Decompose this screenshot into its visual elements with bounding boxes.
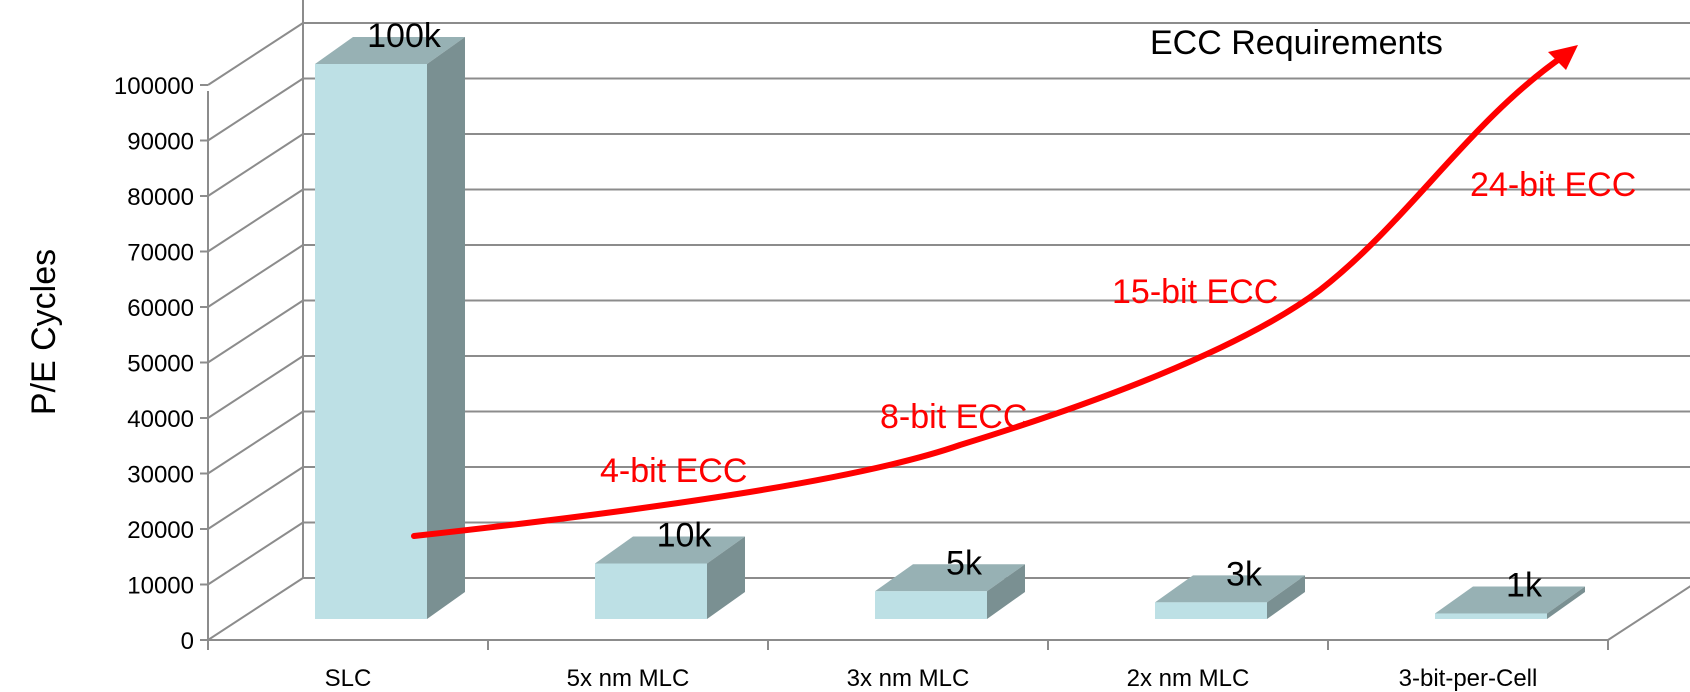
ecc-trend-arrowhead <box>1548 45 1578 70</box>
bar-3-bit-per-cell <box>1435 586 1585 619</box>
bar-top-face <box>1155 575 1305 603</box>
bar-layer <box>315 37 1585 619</box>
data-label: 10k <box>657 517 713 555</box>
ecc-label-8bit: 8-bit ECC <box>880 398 1027 436</box>
y-tick-label: 90000 <box>127 129 194 156</box>
x-tick-label: SLC <box>325 665 372 692</box>
bar-slc <box>315 37 465 619</box>
x-tick-label: 2x nm MLC <box>1127 665 1250 692</box>
bar-front-face <box>595 563 707 619</box>
gridline-diagonal <box>207 466 304 530</box>
data-labels: 100k 10k 5k 3k 1k <box>367 17 1543 604</box>
bar-side-face <box>707 536 745 619</box>
data-label: 3k <box>1226 555 1263 593</box>
bar-2x-nm-mlc <box>1155 575 1305 619</box>
data-label: 1k <box>1506 566 1543 604</box>
gridline-diagonal <box>207 410 304 475</box>
bar-side-face <box>427 37 465 619</box>
data-label: 100k <box>367 17 442 55</box>
bar-front-face <box>1435 613 1547 619</box>
gridline-diagonal <box>207 355 304 419</box>
y-tick-label: 50000 <box>127 351 194 378</box>
gridline-diagonal <box>207 133 304 197</box>
bar-top-face <box>875 564 1025 592</box>
y-tick-label: 70000 <box>127 240 194 267</box>
ecc-label-15bit: 15-bit ECC <box>1112 273 1278 311</box>
y-tick-label: 10000 <box>127 573 194 600</box>
gridline-diagonal <box>207 77 304 142</box>
bar-side-face <box>987 564 1025 619</box>
y-axis-title: P/E Cycles <box>25 249 63 415</box>
category-labels: SLC 5x nm MLC 3x nm MLC 2x nm MLC 3-bit-per-… <box>325 665 1538 692</box>
ecc-requirements-title: ECC Requirements <box>1150 24 1443 62</box>
y-tick-label: 60000 <box>127 295 194 322</box>
y-tick-label: 40000 <box>127 406 194 433</box>
gridline-diagonal <box>207 188 304 253</box>
x-tick-label: 3-bit-per-Cell <box>1399 665 1538 692</box>
gridline-diagonal <box>207 577 304 641</box>
bar-top-face <box>1435 586 1585 614</box>
y-tick-label: 0 <box>181 628 194 655</box>
y-tick-label: 20000 <box>127 517 194 544</box>
bar-side-face <box>1267 575 1305 619</box>
grid-layer <box>200 0 1690 650</box>
ecc-trend-curve <box>411 45 1578 539</box>
data-label: 5k <box>946 544 983 582</box>
ecc-trend-line <box>411 52 1568 539</box>
gridline-diagonal <box>207 22 304 86</box>
x-tick-label: 5x nm MLC <box>567 665 690 692</box>
ecc-label-4bit: 4-bit ECC <box>600 452 747 490</box>
gridline-diagonal <box>207 299 304 364</box>
bar-front-face <box>1155 602 1267 619</box>
gridline-diagonal <box>207 521 304 586</box>
bar-front-face <box>315 64 427 619</box>
bar-top-face <box>315 37 465 64</box>
bar-3x-nm-mlc <box>875 564 1025 619</box>
y-tick-label: 30000 <box>127 462 194 489</box>
y-tick-label: 80000 <box>127 184 194 211</box>
y-tick-labels: 0 10000 20000 30000 40000 50000 60000 70000 8000… <box>114 73 194 655</box>
gridline-diagonal <box>207 244 304 308</box>
bar-side-face <box>1547 586 1585 619</box>
y-tick-label: 100000 <box>114 73 194 100</box>
bar-5x-nm-mlc <box>595 536 745 619</box>
bar-top-face <box>595 536 745 564</box>
ecc-label-24bit: 24-bit ECC <box>1470 166 1636 204</box>
bar-front-face <box>875 591 987 619</box>
floor-right-edge <box>1607 585 1690 641</box>
x-tick-label: 3x nm MLC <box>847 665 970 692</box>
